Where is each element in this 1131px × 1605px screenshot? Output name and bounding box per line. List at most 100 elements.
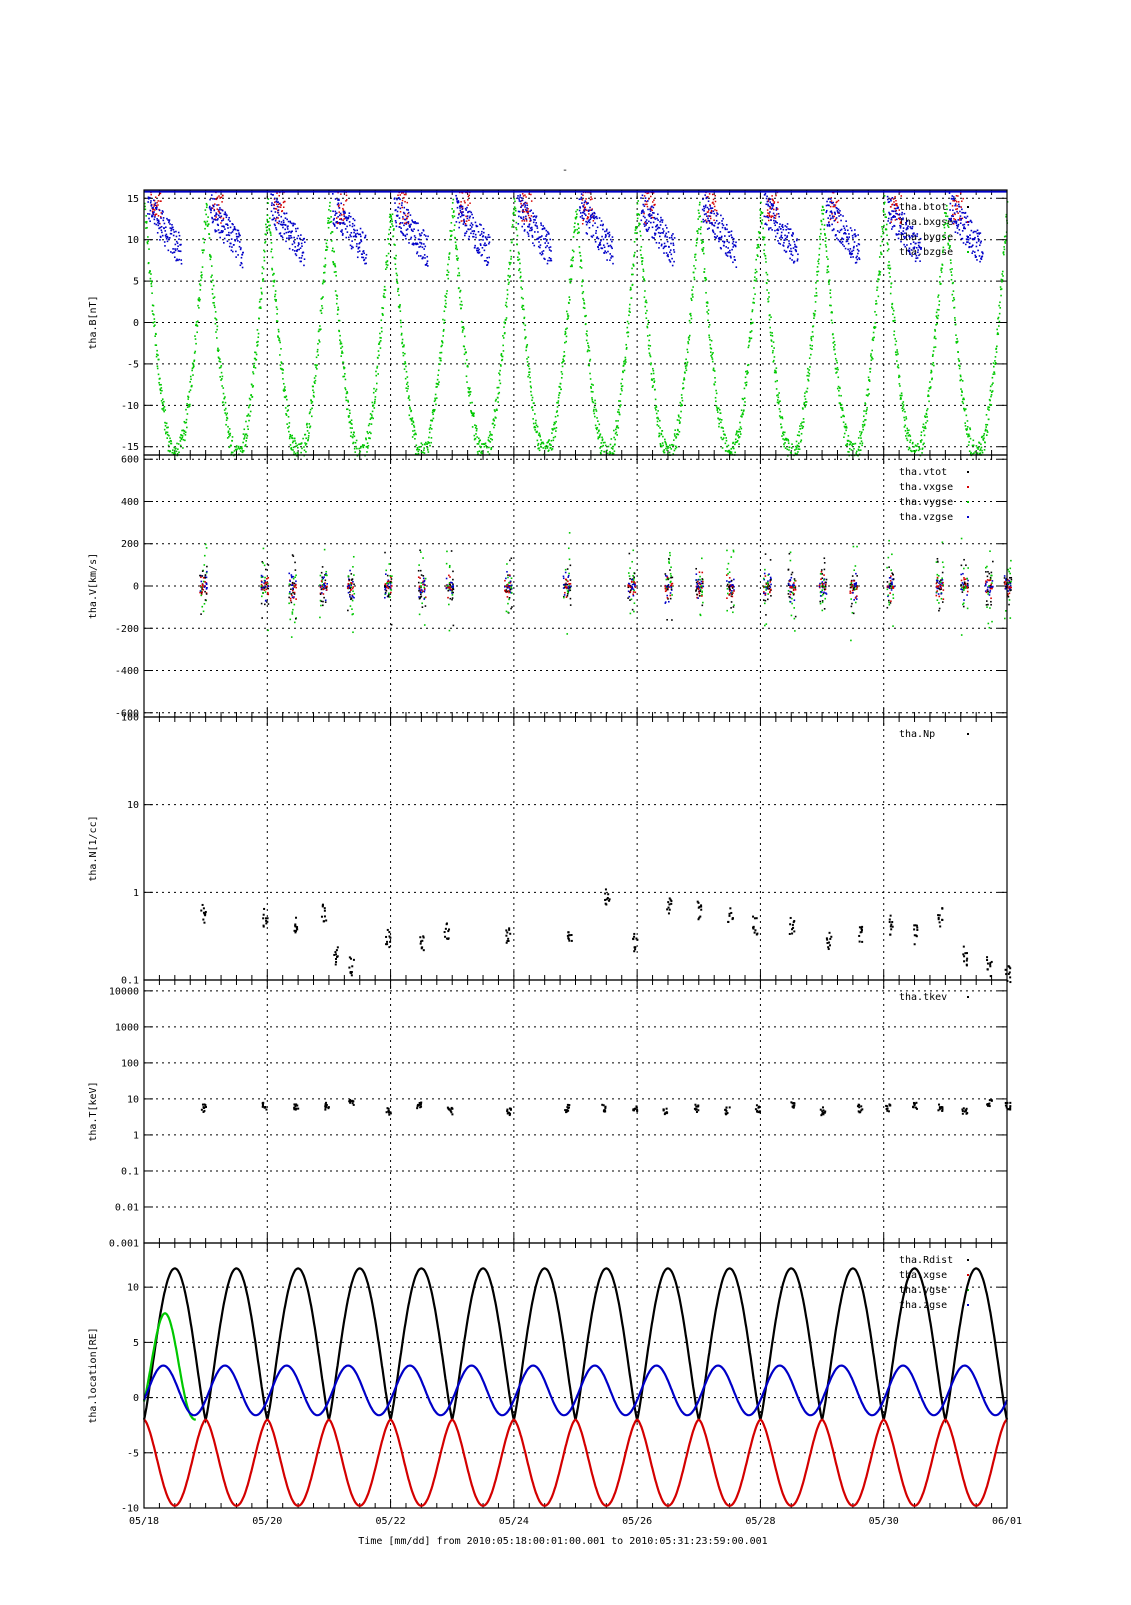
bz-point (385, 268, 387, 270)
by-point (149, 213, 151, 215)
by-point (278, 214, 280, 216)
by-point (610, 239, 612, 241)
bz-point (428, 437, 430, 439)
bx-point (646, 193, 648, 195)
by-point (649, 209, 651, 211)
bz-point (302, 438, 304, 440)
bz-point (350, 427, 352, 429)
bz-point (880, 245, 882, 247)
bz-point (821, 210, 823, 212)
bz-point (292, 449, 294, 451)
bz-point (374, 399, 376, 401)
bz-point (624, 363, 626, 365)
bz-point (388, 253, 390, 255)
bz-point (295, 453, 297, 455)
bx-point (956, 201, 958, 203)
by-point (489, 236, 491, 238)
bz-point (921, 431, 923, 433)
bz-point (754, 276, 756, 278)
bz-point (593, 402, 595, 404)
bz-point (211, 275, 213, 277)
by-point (475, 222, 477, 224)
by-point (272, 194, 274, 196)
bz-point (620, 383, 622, 385)
by-point (486, 257, 488, 259)
by-point (599, 217, 601, 219)
by-point (653, 207, 655, 209)
bx-point (712, 202, 714, 204)
bx-point (464, 202, 466, 204)
by-point (914, 235, 916, 237)
bz-point (202, 252, 204, 254)
bz-point (475, 425, 477, 427)
bz-point (825, 237, 827, 239)
bz-point (195, 338, 197, 340)
bz-point (798, 445, 800, 447)
by-point (856, 262, 858, 264)
by-point (289, 248, 291, 250)
bz-point (163, 411, 165, 413)
bz-point (251, 384, 253, 386)
by-point (236, 233, 238, 235)
bx-point (404, 201, 406, 203)
bz-point (229, 433, 231, 435)
by-point (271, 202, 273, 204)
bz-point (919, 448, 921, 450)
bz-point (784, 442, 786, 444)
bz-point (662, 430, 664, 432)
by-point (456, 199, 458, 201)
by-point (671, 258, 673, 260)
bz-point (334, 263, 336, 265)
bz-point (162, 402, 164, 404)
bz-point (744, 397, 746, 399)
by-point (467, 215, 469, 217)
bz-point (714, 381, 716, 383)
bz-point (924, 427, 926, 429)
y-tick-label: 10 (127, 235, 139, 246)
by-point (149, 197, 151, 199)
bz-point (180, 440, 182, 442)
bz-point (853, 443, 855, 445)
bz-point (661, 446, 663, 448)
by-point (786, 235, 788, 237)
bz-point (888, 248, 890, 250)
bz-point (220, 367, 222, 369)
by-point (278, 209, 280, 211)
by-point (220, 209, 222, 211)
by-point (224, 228, 226, 230)
by-point (962, 224, 964, 226)
bz-point (297, 447, 299, 449)
by-point (466, 207, 468, 209)
bz-point (965, 408, 967, 410)
bx-point (397, 195, 399, 197)
by-point (911, 228, 913, 230)
bz-point (567, 313, 569, 315)
by-point (222, 230, 224, 232)
by-point (653, 237, 655, 239)
bz-point (425, 442, 427, 444)
bz-point (204, 221, 206, 223)
bz-point (330, 216, 332, 218)
bz-point (531, 399, 533, 401)
by-point (590, 217, 592, 219)
bz-point (312, 389, 314, 391)
bz-point (260, 288, 262, 290)
bz-point (694, 256, 696, 258)
by-point (774, 224, 776, 226)
by-point (294, 242, 296, 244)
bz-point (762, 219, 764, 221)
by-point (210, 209, 212, 211)
by-point (670, 249, 672, 251)
by-point (487, 264, 489, 266)
bz-point (325, 264, 327, 266)
bz-point (162, 404, 164, 406)
by-point (979, 244, 981, 246)
by-point (272, 215, 274, 217)
by-point (180, 250, 182, 252)
by-point (530, 218, 532, 220)
bz-point (245, 421, 247, 423)
by-point (912, 236, 914, 238)
bx-point (221, 197, 223, 199)
by-point (212, 198, 214, 200)
by-point (338, 199, 340, 201)
